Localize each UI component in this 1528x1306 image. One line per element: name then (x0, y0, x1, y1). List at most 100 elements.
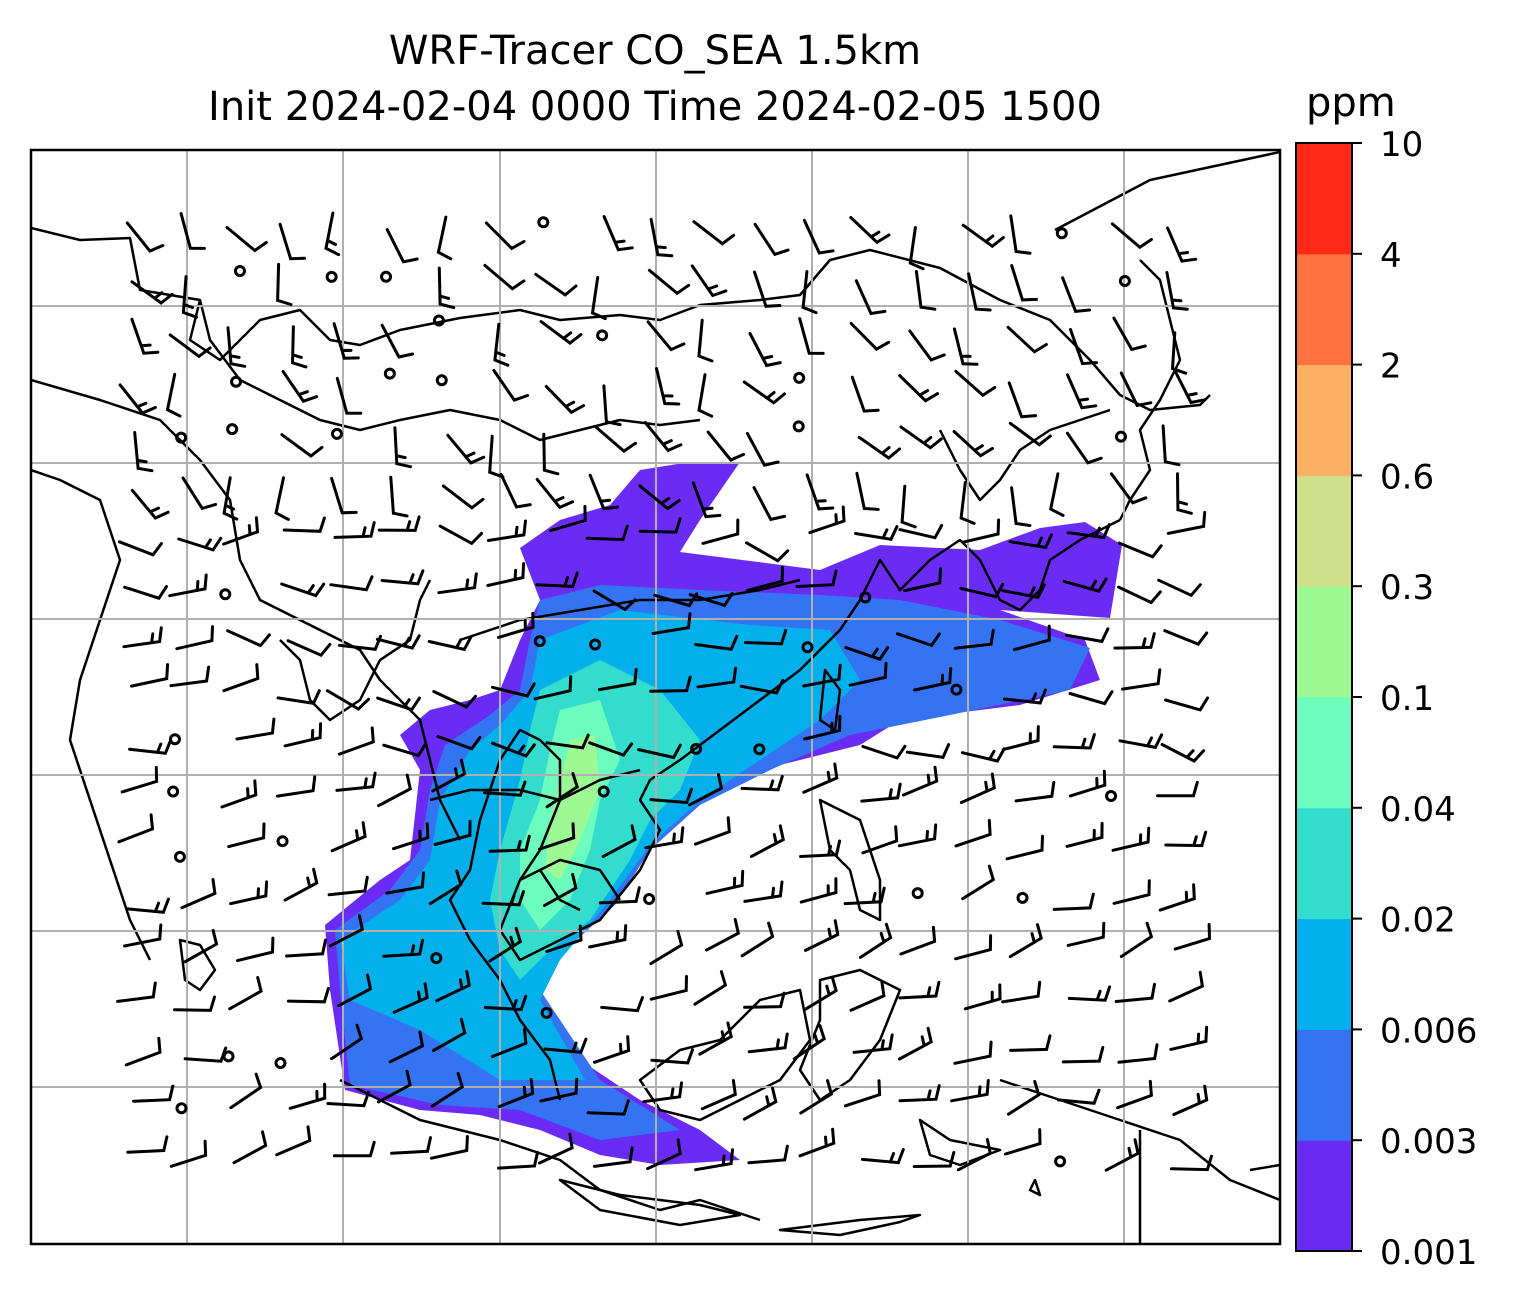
calm-wind-marker (175, 431, 188, 444)
wind-barb (538, 1132, 574, 1165)
wind-barb (1014, 780, 1056, 803)
wind-barb (549, 504, 587, 533)
wind-barb (1064, 627, 1110, 644)
wind-barb (1117, 1043, 1159, 1064)
colorbar-bin (1296, 475, 1352, 587)
wind-barb (1168, 970, 1205, 1003)
wind-barb (1066, 523, 1111, 540)
wind-barb (854, 279, 887, 316)
wind-barb (488, 834, 531, 853)
wind-barb (376, 1069, 412, 1104)
wind-barb (539, 320, 583, 345)
wind-barb (380, 569, 425, 586)
wind-barb (545, 924, 583, 953)
wind-barb (850, 375, 880, 413)
wind-barb (542, 432, 560, 476)
wind-barb (745, 565, 784, 592)
colorbar-tick-label: 0.003 (1380, 1122, 1477, 1162)
wind-barb (1114, 982, 1156, 1003)
wind-barb (130, 317, 160, 355)
wind-barb (742, 380, 786, 405)
wind-barb (169, 1139, 208, 1168)
wind-barb (799, 1079, 834, 1115)
wind-barb (175, 625, 214, 651)
wind-barb (844, 646, 890, 661)
wind-barb (1170, 331, 1188, 375)
wind-barb (952, 430, 994, 458)
wind-barb (276, 689, 321, 706)
wind-barb (222, 476, 239, 521)
wind-barb (117, 540, 163, 557)
calm-wind-marker (435, 374, 448, 387)
wind-barb (638, 484, 681, 511)
wind-barb (181, 476, 218, 511)
wind-barb (130, 663, 170, 688)
wind-barb (325, 689, 370, 711)
calm-wind-marker (330, 427, 343, 440)
wind-barb (126, 1135, 169, 1154)
wind-barb (282, 516, 326, 533)
wind-barb (690, 264, 728, 298)
wind-barb (694, 1148, 734, 1172)
wind-barb (490, 741, 536, 758)
wind-barb (743, 880, 784, 903)
wind-barb (133, 431, 154, 473)
wind-barb (593, 1035, 631, 1064)
calm-wind-marker (1105, 789, 1118, 802)
wind-barb (954, 818, 992, 848)
wind-barb (843, 1079, 882, 1108)
wind-barb (126, 897, 170, 914)
wind-barb (650, 1048, 694, 1065)
wind-barb (229, 880, 269, 906)
wind-barb (643, 421, 683, 453)
wind-barb (739, 678, 785, 695)
calm-wind-marker (643, 892, 656, 905)
wind-barb (177, 536, 223, 552)
wind-barb (590, 275, 607, 321)
wind-barb (430, 1135, 469, 1160)
wind-barb (1008, 421, 1052, 447)
calm-wind-marker (430, 952, 443, 965)
wind-barb (490, 1027, 528, 1058)
wind-barb (281, 370, 319, 403)
wind-barb (588, 924, 628, 949)
wind-barb (1008, 923, 1043, 959)
wind-barb (130, 280, 174, 305)
wind-barb (637, 743, 682, 760)
colorbar-bin (1296, 1029, 1352, 1141)
wind-barb (545, 772, 579, 809)
calm-wind-marker (1055, 227, 1068, 240)
wind-barb (644, 826, 685, 850)
wind-barb (649, 930, 684, 966)
wind-barb (236, 936, 275, 963)
wind-barb (328, 914, 365, 948)
calm-wind-marker (537, 216, 550, 229)
wind-barb (481, 890, 525, 907)
colorbar-unit: ppm (1306, 80, 1396, 126)
colorbar-tick-label: 0.04 (1380, 790, 1456, 830)
wind-barb (954, 369, 997, 398)
wind-barb (278, 222, 307, 261)
wind-barb (124, 1036, 162, 1067)
wind-barb (1164, 696, 1209, 712)
calm-wind-marker (911, 887, 924, 900)
wind-barb (380, 323, 415, 359)
wind-barb (168, 573, 208, 598)
wind-barb (1066, 373, 1098, 410)
colorbar-bin (1296, 697, 1352, 809)
wind-barb (123, 923, 163, 948)
wind-barb (1002, 688, 1047, 705)
wind-barb (950, 1079, 990, 1103)
wind-barb (183, 928, 219, 964)
wind-barb (860, 782, 902, 803)
map-title-line2: Init 2024-02-04 0000 Time 2024-02-05 150… (208, 84, 1102, 130)
wind-barb (646, 320, 686, 352)
wind-barb (898, 1084, 941, 1103)
wind-barb (330, 476, 358, 515)
wind-barb (232, 1130, 268, 1165)
wind-barb (706, 430, 746, 462)
wind-barb (430, 1071, 465, 1108)
wind-barb (180, 878, 217, 910)
wind-barb (588, 741, 634, 757)
wind-barb (1009, 1034, 1052, 1052)
